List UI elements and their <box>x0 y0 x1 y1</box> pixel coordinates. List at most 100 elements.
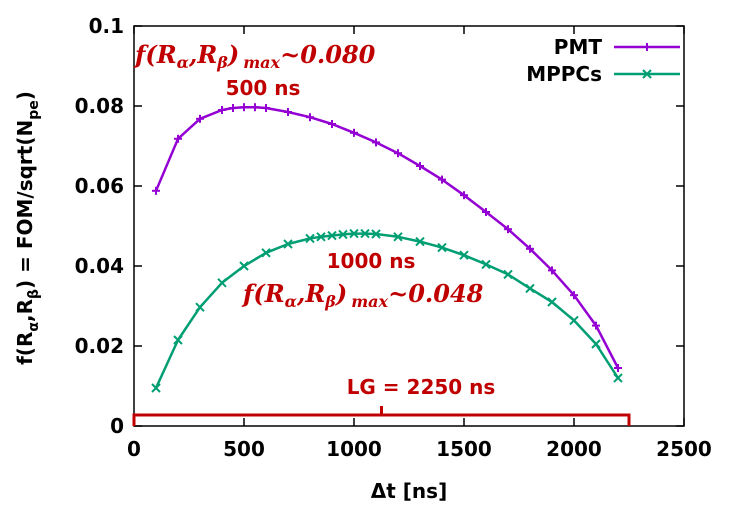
data-point-mppcs-d2 <box>305 233 315 244</box>
data-point-mppcs-d2 <box>349 228 359 239</box>
data-point-mppcs-d2 <box>481 259 491 270</box>
data-point-mppcs <box>371 229 381 239</box>
data-point-mppcs <box>415 236 425 247</box>
data-point-mppcs-d2 <box>239 261 249 271</box>
legend-marker-d2 <box>642 69 652 79</box>
data-point-mppcs-d2 <box>261 248 271 258</box>
legend-swatch-mppcs <box>614 69 680 79</box>
data-point-mppcs <box>503 269 513 280</box>
data-point-mppcs-d2 <box>283 239 293 249</box>
data-point-mppcs <box>481 259 491 270</box>
data-point-mppcs-d2 <box>173 335 183 345</box>
data-point-mppcs <box>591 339 601 349</box>
data-point-mppcs-d2 <box>503 269 513 280</box>
data-point-mppcs <box>217 278 227 288</box>
x-tick-label: 2500 <box>656 437 712 461</box>
x-tick-label: 1000 <box>326 437 382 461</box>
tick-layer: 0 500 1000 1500 2000 2500 0 0.02 0.04 0.06 0.08 0.1 <box>75 14 712 461</box>
mppc-peak-time-label: 1000 ns <box>327 249 416 273</box>
data-point-mppcs <box>547 297 557 307</box>
data-point-pmt <box>592 321 600 330</box>
legend-swatch-pmt <box>614 43 680 51</box>
data-point-pmt <box>196 114 204 123</box>
data-point-mppcs-d2 <box>371 229 381 239</box>
data-point-mppcs-d2 <box>360 228 370 239</box>
data-point-pmt <box>460 191 468 200</box>
data-point-mppcs <box>316 232 326 242</box>
data-point-pmt <box>438 175 446 184</box>
series-line-pmt <box>154 105 620 369</box>
data-point-pmt <box>306 113 314 122</box>
data-point-mppcs-d2 <box>195 302 205 312</box>
data-point-mppcs <box>525 283 535 294</box>
data-point-mppcs <box>239 261 249 271</box>
annotation-layer <box>132 406 631 426</box>
y-axis-label: f(Rα,Rβ) = FOM/sqrt(Npe) <box>13 91 42 365</box>
data-point-pmt <box>350 128 358 137</box>
data-point-mppcs-d2 <box>217 278 227 288</box>
data-point-mppcs <box>173 335 183 345</box>
data-point-mppcs <box>195 302 205 312</box>
data-point-mppcs-d2 <box>591 339 601 349</box>
data-point-mppcs <box>338 229 348 240</box>
data-point-mppcs <box>151 383 161 393</box>
data-point-pmt <box>372 138 380 147</box>
pmt-peak-time-label: 500 ns <box>226 76 301 100</box>
plot-frame <box>133 25 685 427</box>
data-point-pmt <box>240 103 248 112</box>
data-point-pmt <box>548 266 556 275</box>
data-point-pmt <box>504 225 512 234</box>
data-point-mppcs <box>349 228 359 239</box>
data-point-pmt <box>218 106 226 114</box>
legend-label-pmt: PMT <box>554 35 603 59</box>
data-point-pmt <box>284 108 292 116</box>
data-point-mppcs <box>437 242 447 253</box>
data-point-mppcs-d2 <box>459 250 469 260</box>
mppc-max-formula: f(Rα,Rβ) max~0.048 <box>241 279 484 311</box>
y-tick-label: 0.06 <box>75 174 124 198</box>
data-point-pmt <box>614 364 622 372</box>
data-point-mppcs-d2 <box>437 242 447 253</box>
x-tick-label: 2000 <box>546 437 602 461</box>
data-point-pmt <box>262 104 270 112</box>
data-point-mppcs-d2 <box>316 232 326 242</box>
data-point-mppcs-d2 <box>338 229 348 240</box>
data-point-mppcs <box>327 230 337 241</box>
data-point-mppcs-d2 <box>569 315 579 326</box>
data-point-mppcs <box>283 239 293 249</box>
x-tick-label: 500 <box>223 437 265 461</box>
data-point-pmt <box>482 208 490 216</box>
series-layer <box>151 103 623 393</box>
data-point-mppcs-d2 <box>613 373 623 383</box>
data-point-mppcs-d2 <box>327 230 337 241</box>
plot-frame-layer <box>133 25 685 427</box>
legend-marker <box>643 43 651 51</box>
data-point-pmt <box>152 186 160 195</box>
data-point-mppcs-d2 <box>415 236 425 247</box>
data-point-mppcs <box>569 315 579 326</box>
data-point-mppcs <box>613 373 623 383</box>
data-point-mppcs-d2 <box>547 297 557 307</box>
data-point-mppcs <box>305 233 315 244</box>
lg-bracket <box>132 413 631 426</box>
x-axis-label: Δt [ns] <box>371 479 447 503</box>
y-tick-label: 0.04 <box>75 254 124 278</box>
data-point-mppcs <box>261 248 271 258</box>
data-point-mppcs <box>360 228 370 239</box>
lg-label: LG = 2250 ns <box>347 375 496 399</box>
y-tick-label: 0.02 <box>75 334 124 358</box>
x-tick-label: 0 <box>127 437 141 461</box>
data-point-mppcs <box>393 232 403 242</box>
data-point-pmt <box>416 162 424 170</box>
y-tick-label: 0.08 <box>75 94 124 118</box>
x-tick-label: 1500 <box>436 437 492 461</box>
data-point-mppcs-d2 <box>151 383 161 393</box>
data-point-pmt <box>570 291 578 300</box>
y-tick-label: 0.1 <box>89 14 124 38</box>
y-tick-label: 0 <box>110 414 124 438</box>
data-point-mppcs-d2 <box>393 232 403 242</box>
data-point-mppcs <box>459 250 469 260</box>
legend: PMT MPPCs <box>526 35 680 86</box>
data-point-pmt <box>526 244 534 253</box>
